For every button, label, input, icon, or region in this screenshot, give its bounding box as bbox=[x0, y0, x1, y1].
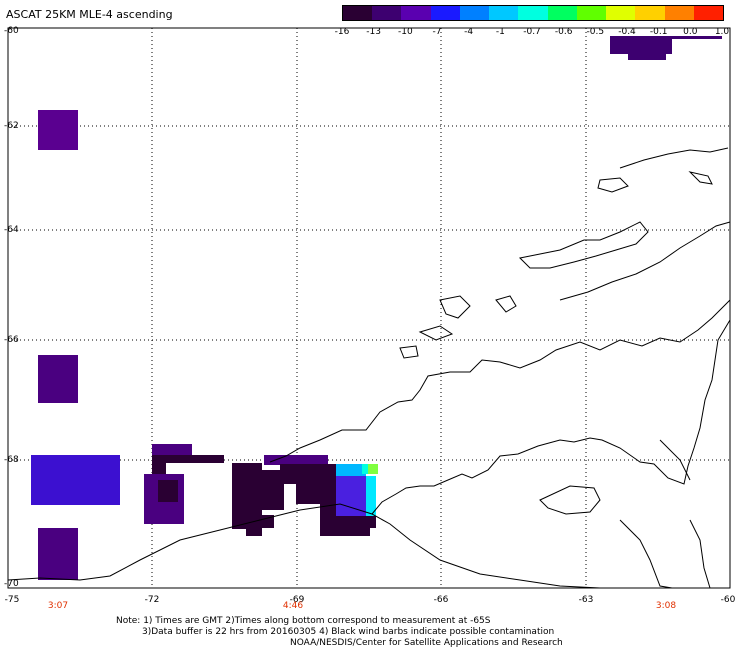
colorbar-label: -10 bbox=[397, 27, 413, 37]
colorbar-segment bbox=[576, 6, 607, 20]
colorbar-segment bbox=[430, 6, 461, 20]
colorbar-label: -0.6 bbox=[554, 27, 573, 37]
colorbar-segment bbox=[547, 6, 578, 20]
colorbar-segment bbox=[606, 6, 636, 20]
lat-label-70: -70 bbox=[4, 579, 19, 589]
plot-frame bbox=[7, 27, 731, 589]
coastline bbox=[7, 147, 731, 589]
colorbar-label: -7 bbox=[432, 27, 442, 37]
data-swath-cells bbox=[31, 36, 722, 580]
colorbar-label: -0.7 bbox=[523, 27, 541, 37]
colorbar-segment bbox=[401, 6, 432, 20]
colorbar-label: -0.1 bbox=[649, 27, 668, 37]
colorbar-label: 0.0 bbox=[683, 27, 698, 37]
note-line-1: Note: 1) Times are GMT 2)Times along bot… bbox=[116, 616, 491, 626]
colorbar-segment bbox=[343, 6, 373, 20]
colorbar-label: -4 bbox=[464, 27, 474, 37]
lon-label-72: -72 bbox=[144, 595, 160, 605]
colorbar bbox=[342, 5, 724, 21]
colorbar-label: -0.4 bbox=[618, 27, 636, 37]
colorbar-label: -1 bbox=[495, 27, 505, 37]
lon-label-75: -75 bbox=[4, 595, 20, 605]
map-title: ASCAT 25KM MLE-4 ascending bbox=[6, 8, 173, 21]
colorbar-segment bbox=[664, 6, 695, 20]
time-label-2: 4:46 bbox=[282, 601, 304, 611]
colorbar-segment bbox=[459, 6, 490, 20]
lat-label-60: -60 bbox=[4, 26, 19, 36]
lat-label-68: -68 bbox=[4, 455, 19, 465]
colorbar-label: -16 bbox=[334, 27, 350, 37]
colorbar-segment bbox=[518, 6, 549, 20]
lon-label-60: -60 bbox=[720, 595, 736, 605]
time-label-3: 3:08 bbox=[655, 601, 677, 611]
graticule bbox=[8, 28, 730, 588]
time-label-1: 3:07 bbox=[47, 601, 69, 611]
lat-label-62: -62 bbox=[4, 121, 19, 131]
colorbar-label: -13 bbox=[366, 27, 382, 37]
note-line-3: NOAA/NESDIS/Center for Satellite Applica… bbox=[290, 638, 563, 648]
colorbar-label: 1.0 bbox=[714, 27, 730, 37]
colorbar-segment bbox=[372, 6, 402, 20]
note-line-2: 3)Data buffer is 22 hrs from 20160305 4)… bbox=[142, 627, 555, 637]
colorbar-label: -0.5 bbox=[586, 27, 605, 37]
lon-label-66: -66 bbox=[433, 595, 449, 605]
lat-label-66: -66 bbox=[4, 335, 19, 345]
colorbar-segment bbox=[489, 6, 519, 20]
lat-label-64: -64 bbox=[4, 225, 19, 235]
lon-label-63: -63 bbox=[578, 595, 594, 605]
colorbar-segment bbox=[693, 6, 724, 20]
colorbar-segment bbox=[635, 6, 666, 20]
lon-label-69: -69 bbox=[289, 595, 305, 605]
